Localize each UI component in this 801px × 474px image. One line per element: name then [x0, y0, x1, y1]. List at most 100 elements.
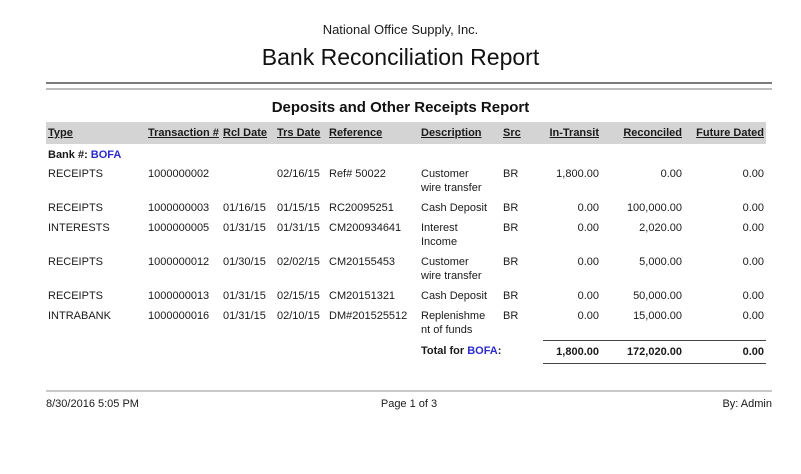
header-row: Type Transaction # Rcl Date Trs Date Ref…	[46, 122, 766, 144]
cell-transaction: 1000000002	[148, 168, 210, 180]
cell-in-transit: 0.00	[577, 290, 599, 302]
column-header-src: Src	[501, 122, 543, 144]
footer-page-number: Page 1 of 3	[380, 398, 438, 410]
section-title: Deposits and Other Receipts Report	[271, 99, 530, 116]
total-future-dated: 0.00	[684, 339, 766, 364]
total-label: Total for BOFA:	[419, 340, 543, 363]
cell-trs-date: 01/31/15	[277, 222, 320, 234]
column-header-transaction: Transaction #	[146, 122, 221, 144]
cell-reconciled: 50,000.00	[633, 290, 682, 302]
cell-rcl-date: 01/31/15	[223, 310, 266, 322]
cell-transaction: 1000000005	[148, 222, 210, 234]
cell-future-dated: 0.00	[742, 222, 764, 234]
cell-rcl-date: 01/31/15	[223, 290, 266, 302]
bank-number-label: Bank #:	[48, 149, 88, 161]
cell-type: INTERESTS	[48, 222, 110, 234]
table-row: RECEIPTS 1000000003 01/16/15 01/15/15 RC…	[46, 198, 766, 218]
cell-reference: DM#201525512	[329, 310, 408, 322]
deposits-table: Type Transaction # Rcl Date Trs Date Ref…	[46, 122, 766, 364]
column-header-trs-date: Trs Date	[275, 122, 327, 144]
cell-trs-date: 02/10/15	[277, 310, 320, 322]
cell-in-transit: 0.00	[577, 256, 599, 268]
cell-transaction: 1000000016	[148, 310, 210, 322]
cell-future-dated: 0.00	[742, 290, 764, 302]
cell-reconciled: 0.00	[660, 168, 682, 180]
column-header-rcl-date: Rcl Date	[221, 122, 275, 144]
cell-future-dated: 0.00	[742, 168, 764, 180]
cell-description: Cash Deposit	[421, 290, 488, 302]
cell-reference: CM20151321	[329, 290, 396, 302]
bank-code-link[interactable]: BOFA	[90, 149, 122, 161]
footer-author: By: Admin	[722, 398, 772, 410]
cell-type: RECEIPTS	[48, 256, 104, 268]
cell-rcl-date	[221, 164, 275, 198]
table-row: INTRABANK 1000000016 01/31/15 02/10/15 D…	[46, 306, 766, 340]
table-row: RECEIPTS 1000000002 02/16/15 Ref# 50022 …	[46, 164, 766, 198]
column-header-description: Description	[419, 122, 501, 144]
cell-transaction: 1000000012	[148, 256, 210, 268]
column-header-reconciled: Reconciled	[601, 122, 684, 144]
cell-transaction: 1000000013	[148, 290, 210, 302]
cell-reconciled: 2,020.00	[639, 222, 682, 234]
total-label-prefix: Total for	[421, 345, 465, 357]
cell-src: BR	[503, 310, 519, 322]
cell-rcl-date: 01/30/15	[223, 256, 266, 268]
column-header-reference: Reference	[327, 122, 419, 144]
total-row-spacer	[46, 340, 419, 363]
page-footer: 8/30/2016 5:05 PM Page 1 of 3 By: Admin	[46, 390, 772, 410]
cell-reference: Ref# 50022	[329, 168, 386, 180]
cell-type: RECEIPTS	[48, 202, 104, 214]
cell-reconciled: 5,000.00	[639, 256, 682, 268]
total-in-transit: 1,800.00	[543, 339, 601, 364]
cell-trs-date: 02/16/15	[277, 168, 320, 180]
cell-trs-date: 02/15/15	[277, 290, 320, 302]
cell-type: RECEIPTS	[48, 168, 104, 180]
footer-datetime: 8/30/2016 5:05 PM	[46, 398, 139, 410]
cell-reference: CM200934641	[329, 222, 402, 234]
cell-trs-date: 01/15/15	[277, 202, 320, 214]
total-label-colon: :	[497, 345, 502, 357]
cell-src: BR	[503, 202, 519, 214]
cell-description: Replenishme nt of funds	[421, 310, 486, 336]
cell-reconciled: 100,000.00	[626, 202, 682, 214]
total-row: Total for BOFA: 1,800.00 172,020.00 0.00	[46, 339, 766, 364]
cell-description: Interest Income	[421, 222, 458, 248]
cell-description: Cash Deposit	[421, 202, 488, 214]
cell-reference: CM20155453	[329, 256, 396, 268]
cell-future-dated: 0.00	[742, 256, 764, 268]
cell-in-transit: 0.00	[577, 310, 599, 322]
table-row: INTERESTS 1000000005 01/31/15 01/31/15 C…	[46, 218, 766, 252]
cell-src: BR	[503, 168, 519, 180]
cell-reference: RC20095251	[329, 202, 394, 214]
divider-line-light	[46, 88, 772, 90]
cell-future-dated: 0.00	[742, 202, 764, 214]
table-row: RECEIPTS 1000000012 01/30/15 02/02/15 CM…	[46, 252, 766, 286]
cell-src: BR	[503, 256, 519, 268]
divider-line-dark	[46, 82, 772, 84]
report-title: Bank Reconciliation Report	[261, 44, 540, 70]
cell-in-transit: 0.00	[577, 222, 599, 234]
total-reconciled: 172,020.00	[601, 339, 684, 364]
cell-in-transit: 0.00	[577, 202, 599, 214]
bank-group-row: Bank #: BOFA	[46, 144, 766, 164]
cell-in-transit: 1,800.00	[556, 168, 599, 180]
cell-rcl-date: 01/16/15	[223, 202, 266, 214]
cell-description: Customer wire transfer	[421, 256, 482, 282]
column-header-type: Type	[46, 122, 146, 144]
title-divider	[46, 82, 772, 90]
cell-type: INTRABANK	[48, 310, 111, 322]
cell-trs-date: 02/02/15	[277, 256, 320, 268]
company-name: National Office Supply, Inc.	[322, 22, 479, 37]
table-row: RECEIPTS 1000000013 01/31/15 02/15/15 CM…	[46, 286, 766, 306]
total-bank-code-link[interactable]: BOFA	[467, 345, 498, 357]
cell-src: BR	[503, 290, 519, 302]
column-header-in-transit: In-Transit	[543, 122, 601, 144]
column-header-future-dated: Future Dated	[684, 122, 766, 144]
cell-src: BR	[503, 222, 519, 234]
cell-transaction: 1000000003	[148, 202, 210, 214]
cell-future-dated: 0.00	[742, 310, 764, 322]
cell-description: Customer wire transfer	[421, 168, 482, 194]
cell-rcl-date: 01/31/15	[223, 222, 266, 234]
cell-type: RECEIPTS	[48, 290, 104, 302]
